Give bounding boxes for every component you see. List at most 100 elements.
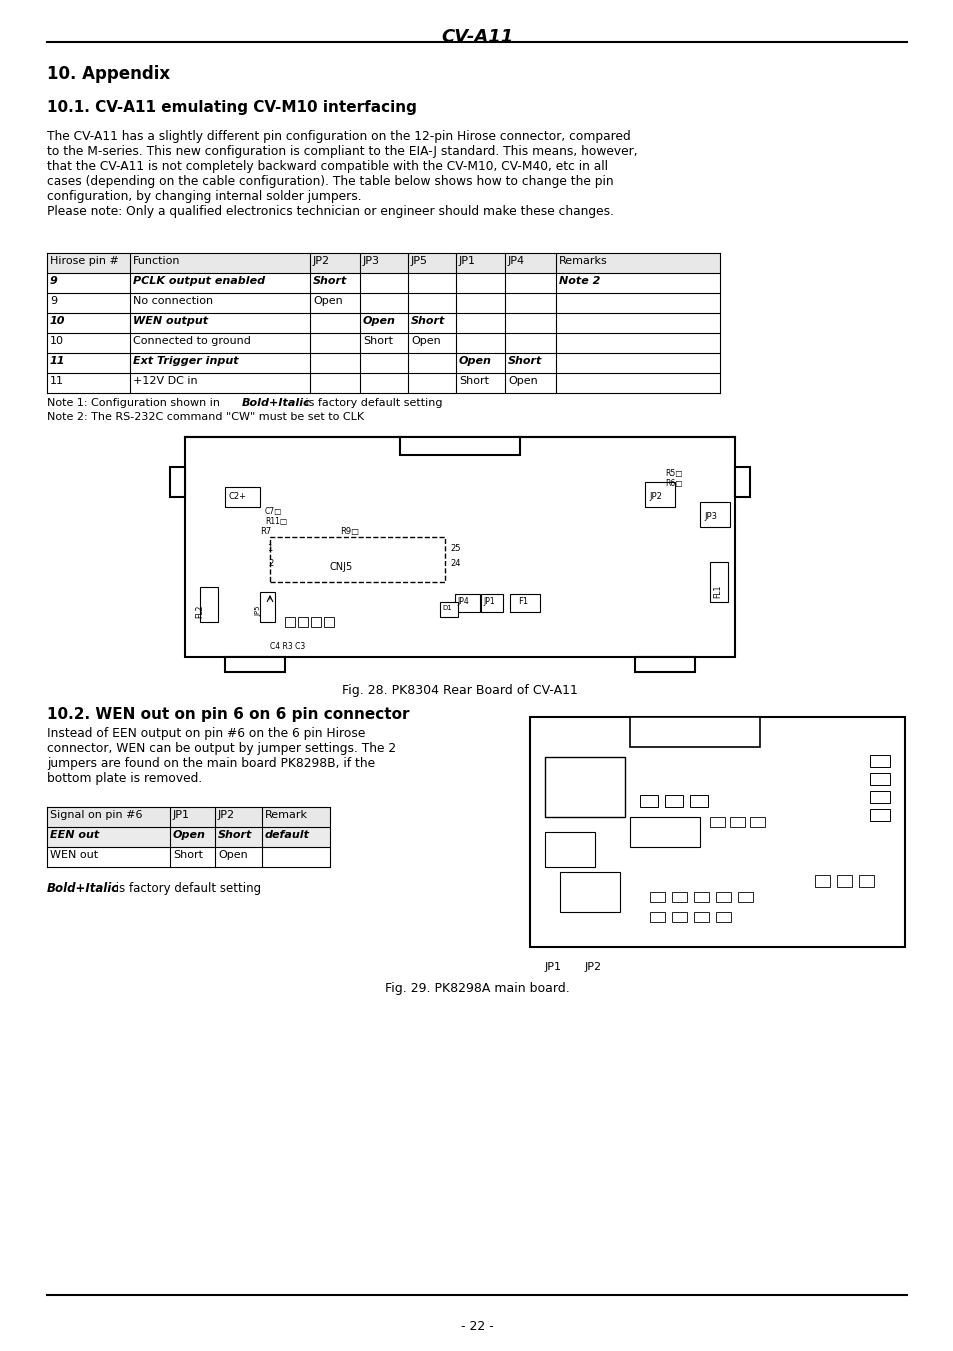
Text: WEN output: WEN output [132, 316, 208, 326]
Bar [629, 817, 700, 847]
Bar [399, 436, 519, 455]
Text: C7□
R11□: C7□ R11□ [265, 507, 287, 527]
Text: default: default [265, 830, 310, 840]
Bar [869, 809, 889, 821]
Text: Open: Open [363, 316, 395, 326]
Bar [260, 592, 274, 621]
Text: - 22 -: - 22 - [460, 1320, 493, 1333]
Bar [814, 875, 829, 888]
Bar [689, 794, 707, 807]
Text: Please note: Only a qualified electronics technician or engineer should make the: Please note: Only a qualified electronic… [47, 205, 614, 218]
Text: Remark: Remark [265, 811, 308, 820]
Text: configuration, by changing internal solder jumpers.: configuration, by changing internal sold… [47, 190, 361, 203]
Text: JP3: JP3 [363, 255, 379, 266]
Bar [664, 794, 682, 807]
Text: is factory default setting: is factory default setting [112, 882, 261, 894]
Text: Open: Open [172, 830, 206, 840]
Text: Open: Open [313, 296, 342, 305]
Text: Bold+Italic: Bold+Italic [47, 882, 119, 894]
Text: The CV-A11 has a slightly different pin configuration on the 12-pin Hirose conne: The CV-A11 has a slightly different pin … [47, 130, 630, 143]
Text: PCLK output enabled: PCLK output enabled [132, 276, 265, 286]
Text: 10: 10 [50, 336, 64, 346]
Text: JP2: JP2 [584, 962, 601, 971]
Text: JP4: JP4 [507, 255, 524, 266]
Text: jumpers are found on the main board PK8298B, if the: jumpers are found on the main board PK82… [47, 757, 375, 770]
Bar [311, 617, 320, 627]
Bar [439, 603, 457, 617]
Bar [324, 617, 334, 627]
Bar [869, 773, 889, 785]
Bar [716, 912, 730, 921]
Text: JP3: JP3 [703, 512, 717, 521]
Text: EEN out: EEN out [50, 830, 99, 840]
Bar [729, 817, 744, 827]
Text: Instead of EEN output on pin #6 on the 6 pin Hirose: Instead of EEN output on pin #6 on the 6… [47, 727, 365, 740]
Bar [869, 790, 889, 802]
Bar [693, 892, 708, 902]
Bar [716, 892, 730, 902]
Bar [693, 912, 708, 921]
Text: 9: 9 [50, 276, 58, 286]
Text: D1: D1 [441, 605, 452, 611]
Text: Open: Open [218, 850, 248, 861]
Text: JP2: JP2 [313, 255, 330, 266]
Bar [559, 871, 619, 912]
Text: F1: F1 [517, 597, 528, 607]
Text: JP4: JP4 [456, 597, 468, 607]
Bar [285, 617, 294, 627]
Text: 10.2. WEN out on pin 6 on 6 pin connector: 10.2. WEN out on pin 6 on 6 pin connecto… [47, 707, 409, 721]
Bar [649, 892, 664, 902]
Text: FL2: FL2 [194, 605, 204, 619]
Bar [480, 594, 502, 612]
Bar [200, 586, 218, 621]
Bar [749, 817, 764, 827]
Bar [455, 594, 479, 612]
Text: Fig. 28. PK8304 Rear Board of CV-A11: Fig. 28. PK8304 Rear Board of CV-A11 [342, 684, 578, 697]
Text: R7: R7 [260, 527, 271, 536]
Text: that the CV-A11 is not completely backward compatible with the CV-M10, CV-M40, e: that the CV-A11 is not completely backwa… [47, 159, 607, 173]
Text: Short: Short [313, 276, 347, 286]
Text: R9□: R9□ [339, 527, 358, 536]
Text: CNJ5: CNJ5 [330, 562, 353, 571]
Bar [544, 832, 595, 867]
Text: bottom plate is removed.: bottom plate is removed. [47, 771, 202, 785]
Bar [635, 657, 695, 671]
Text: Function: Function [132, 255, 180, 266]
Text: Bold+Italic: Bold+Italic [242, 399, 311, 408]
Bar [709, 562, 727, 603]
Text: Note 1: Configuration shown in: Note 1: Configuration shown in [47, 399, 223, 408]
Bar [649, 912, 664, 921]
Bar [639, 794, 658, 807]
Text: Connected to ground: Connected to ground [132, 336, 251, 346]
Text: connector, WEN can be output by jumper settings. The 2: connector, WEN can be output by jumper s… [47, 742, 395, 755]
Text: No connection: No connection [132, 296, 213, 305]
Bar [225, 486, 260, 507]
Text: 2: 2 [268, 559, 273, 567]
Bar [225, 657, 285, 671]
Text: Open: Open [507, 376, 537, 386]
Text: Short: Short [411, 316, 445, 326]
Bar [858, 875, 873, 888]
FancyBboxPatch shape [185, 436, 734, 657]
Text: JP1: JP1 [482, 597, 494, 607]
Bar [671, 892, 686, 902]
Bar [270, 536, 444, 582]
Bar [629, 717, 760, 747]
Bar [738, 892, 752, 902]
Text: C4 R3 C3: C4 R3 C3 [270, 642, 305, 651]
Bar [734, 467, 749, 497]
Bar [700, 503, 729, 527]
Text: 11: 11 [50, 376, 64, 386]
Text: cases (depending on the cable configuration). The table below shows how to chang: cases (depending on the cable configurat… [47, 176, 613, 188]
Text: 10. Appendix: 10. Appendix [47, 65, 170, 82]
Text: 11: 11 [50, 357, 66, 366]
Text: 25: 25 [450, 544, 460, 553]
Text: Signal on pin #6: Signal on pin #6 [50, 811, 142, 820]
Text: Short: Short [218, 830, 253, 840]
Text: R6□: R6□ [664, 480, 681, 488]
Bar [47, 253, 720, 273]
Bar [47, 807, 330, 827]
Bar [644, 482, 675, 507]
Text: Short: Short [507, 357, 542, 366]
Text: Remarks: Remarks [558, 255, 607, 266]
